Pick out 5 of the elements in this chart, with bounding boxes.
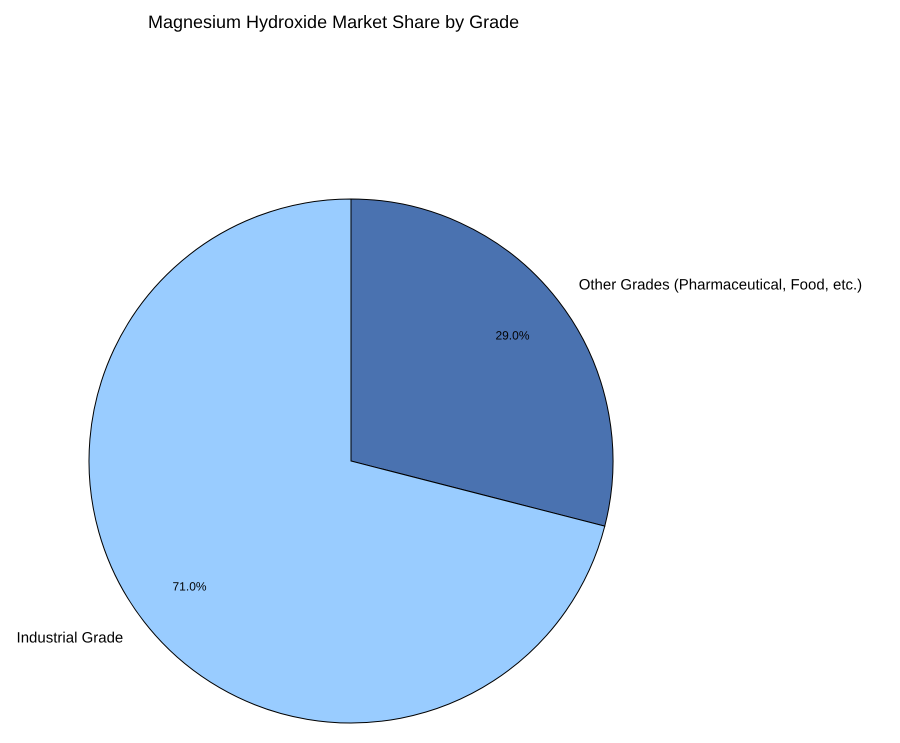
slice-label: Other Grades (Pharmaceutical, Food, etc.) bbox=[578, 276, 862, 294]
data-label: 29.0% bbox=[495, 328, 530, 343]
data-label: 71.0% bbox=[172, 579, 207, 594]
slice-label: Industrial Grade bbox=[16, 630, 124, 647]
chart-title: Magnesium Hydroxide Market Share by Grade bbox=[148, 12, 520, 32]
